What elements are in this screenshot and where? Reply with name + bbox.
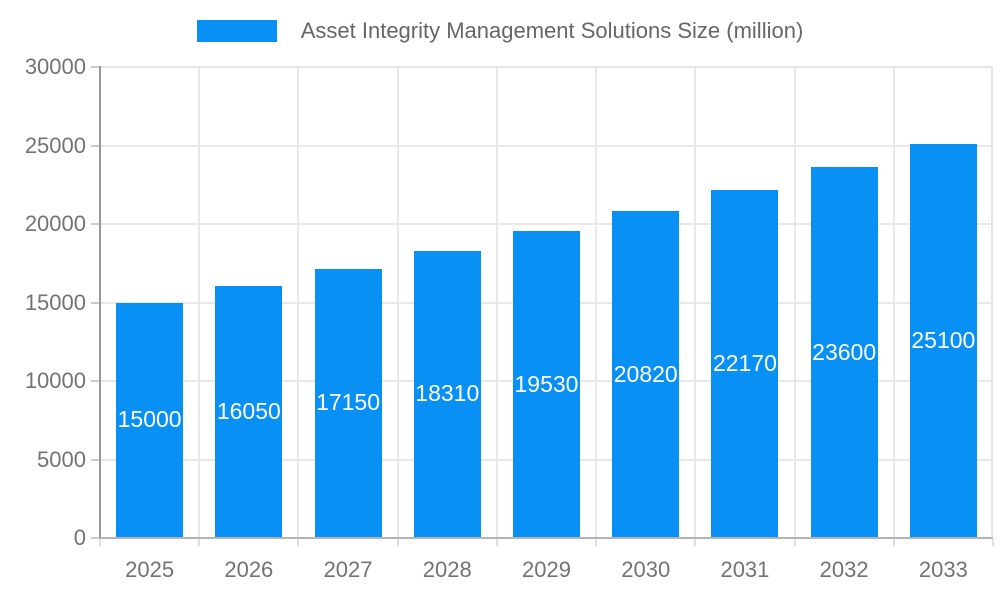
- gridline-vertical: [892, 67, 895, 538]
- bar-value-label: 16050: [216, 397, 281, 424]
- bar-value-label: 15000: [117, 406, 182, 433]
- x-axis-label-2027: 2027: [323, 557, 373, 582]
- bar-value-label: 19530: [514, 370, 579, 397]
- y-axis-tick: [91, 301, 99, 304]
- legend-label: Asset Integrity Management Solutions Siz…: [300, 18, 804, 43]
- x-axis-label-2031: 2031: [720, 557, 770, 582]
- y-axis-tick: [91, 537, 99, 539]
- y-axis-line: [99, 66, 101, 539]
- plot-border-top: [100, 66, 993, 68]
- x-axis-tick: [595, 539, 598, 546]
- x-axis-label-2025: 2025: [125, 557, 175, 582]
- x-axis-line: [99, 537, 993, 539]
- x-axis-label-2026: 2026: [224, 557, 274, 582]
- gridline-vertical: [297, 67, 300, 538]
- legend-swatch: [196, 20, 277, 42]
- y-axis-tick: [91, 458, 99, 461]
- x-axis-tick: [694, 539, 697, 546]
- y-axis-label: 30000: [24, 54, 86, 79]
- bar-2025[interactable]: 15000: [116, 302, 184, 537]
- bar-value-label: 22170: [712, 349, 777, 376]
- bar-2031[interactable]: 22170: [711, 189, 779, 537]
- bar-value-label: 23600: [812, 338, 877, 365]
- y-axis-tick: [91, 66, 99, 68]
- plot-border-right: [991, 67, 993, 538]
- x-axis-label-2032: 2032: [819, 557, 869, 582]
- x-axis-tick: [297, 539, 300, 546]
- x-axis-tick: [198, 539, 201, 546]
- x-axis-label-2033: 2033: [918, 557, 968, 582]
- gridline-vertical: [495, 67, 498, 538]
- bar-2032[interactable]: 23600: [810, 167, 878, 537]
- x-axis-tick: [793, 539, 796, 546]
- x-axis-label-2029: 2029: [522, 557, 571, 582]
- y-axis-tick: [91, 223, 99, 225]
- bar-value-label: 20820: [613, 360, 678, 387]
- gridline-vertical: [595, 67, 598, 538]
- bar-2030[interactable]: 20820: [612, 211, 680, 537]
- y-axis-label: 0: [73, 525, 86, 550]
- bar-value-label: 17150: [316, 389, 381, 416]
- y-axis-label: 10000: [24, 368, 86, 393]
- gridline-horizontal: [100, 144, 993, 147]
- y-axis-tick: [91, 380, 99, 382]
- bar-value-label: 25100: [911, 326, 976, 353]
- bar-2027[interactable]: 17150: [314, 268, 382, 537]
- x-axis-tick: [99, 539, 101, 546]
- x-axis-tick: [992, 539, 994, 546]
- x-axis-label-2030: 2030: [621, 557, 671, 582]
- bar-2029[interactable]: 19530: [513, 231, 580, 537]
- y-axis-tick: [91, 144, 99, 147]
- x-axis-tick: [396, 539, 399, 546]
- x-axis-label-2028: 2028: [422, 557, 472, 582]
- bar-2033[interactable]: 25100: [909, 143, 977, 537]
- y-axis-label: 25000: [24, 132, 86, 158]
- chart-legend[interactable]: Asset Integrity Management Solutions Siz…: [0, 18, 1000, 44]
- bar-2026[interactable]: 16050: [215, 286, 283, 537]
- x-axis-tick: [892, 539, 895, 546]
- x-axis-tick: [495, 539, 498, 546]
- gridline-vertical: [198, 67, 201, 538]
- gridline-vertical: [793, 67, 796, 538]
- y-axis-label: 5000: [37, 446, 86, 472]
- gridline-horizontal: [100, 223, 993, 225]
- bar-2028[interactable]: 18310: [413, 250, 481, 537]
- gridline-vertical: [694, 67, 697, 538]
- y-axis-label: 20000: [24, 211, 86, 236]
- y-axis-label: 15000: [24, 289, 86, 315]
- gridline-vertical: [396, 67, 399, 538]
- bar-value-label: 18310: [415, 380, 480, 407]
